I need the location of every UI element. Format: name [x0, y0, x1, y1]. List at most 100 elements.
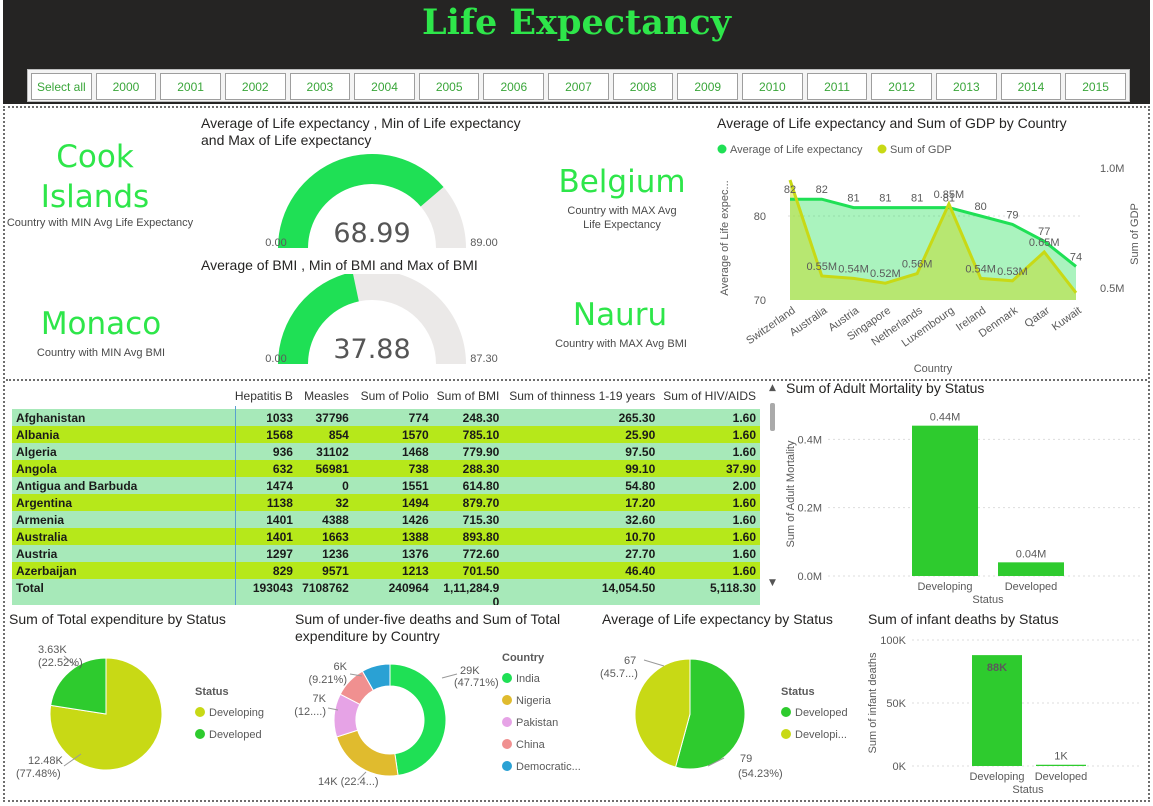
- slicer-2012[interactable]: 2012: [871, 73, 932, 100]
- exp-legend-item-developed[interactable]: Developed: [209, 729, 262, 741]
- table-row[interactable]: Albania 1568 854 1570 785.10 25.90 1.60: [12, 426, 760, 443]
- gauge-bmi: 37.88 0.00 87.30: [265, 274, 498, 365]
- scroll-down-icon[interactable]: ▼: [769, 578, 776, 588]
- table-row[interactable]: Algeria 936 31102 1468 779.90 97.50 1.60: [12, 443, 760, 460]
- slicer-2004[interactable]: 2004: [354, 73, 415, 100]
- scroll-thumb[interactable]: [770, 403, 775, 431]
- scroll-up-icon[interactable]: ▲: [769, 383, 776, 393]
- matrix-header-country[interactable]: [12, 383, 231, 409]
- donut-pct-india: (47.71%): [454, 677, 499, 689]
- lifepie-legend-title: Status: [781, 686, 815, 698]
- infant-bar-developed[interactable]: [1036, 764, 1086, 766]
- mortality-y-tick: 0.2M: [798, 503, 822, 515]
- gdp-point-label: 0.56M: [902, 259, 933, 271]
- table-row[interactable]: Afghanistan 1033 37796 774 248.30 265.30 1.60: [12, 409, 760, 426]
- life-point-label: 81: [879, 193, 891, 205]
- table-cell: 54.80: [625, 478, 656, 493]
- total-cell: 240964: [388, 581, 429, 595]
- donut-slice-4[interactable]: [361, 663, 391, 692]
- lifepie-legend-item-developed[interactable]: Developed: [795, 707, 848, 719]
- card-max-life-value: Belgium: [558, 164, 686, 200]
- slicer-2013[interactable]: 2013: [935, 73, 997, 100]
- table-cell: 31102: [316, 444, 349, 459]
- donut-leader: [357, 771, 367, 781]
- lifepie-slice-0[interactable]: [674, 658, 746, 770]
- y2-axis-label: Sum of GDP: [1129, 203, 1141, 265]
- donut-label-india: 29K: [460, 665, 480, 677]
- slicer-2009[interactable]: 2009: [677, 73, 739, 100]
- matrix-container: Hepatitis B Measles Sum of Polio Sum of BMI…: [12, 383, 764, 605]
- gauge-life-title: Average of Life expectancy , Min of Life…: [201, 115, 521, 149]
- table-row[interactable]: Angola 632 56981 738 288.30 99.10 37.90: [12, 460, 760, 477]
- slicer-2010[interactable]: 2010: [742, 73, 803, 100]
- table-row[interactable]: Azerbaijan 829 9571 1213 701.50 46.40 1.60: [12, 562, 760, 579]
- mortality-bar-developing[interactable]: [912, 425, 978, 576]
- donut-legend-item-china[interactable]: China: [516, 739, 546, 751]
- slicer-2007[interactable]: 2007: [548, 73, 609, 100]
- matrix-header-measles[interactable]: Measles: [304, 389, 349, 403]
- donut-legend-dot: [502, 717, 512, 727]
- slicer-2006[interactable]: 2006: [483, 73, 545, 100]
- table-cell: 1426: [401, 512, 429, 527]
- donut-slice-0[interactable]: [389, 663, 447, 776]
- gauge-life-title-2: and Max of Life expectancy: [201, 132, 372, 148]
- y2-tick: 0.5M: [1100, 283, 1124, 295]
- table-cell: 1297: [266, 546, 293, 561]
- matrix-header-sum-of-bmi[interactable]: Sum of BMI: [436, 389, 500, 403]
- table-cell: 1663: [322, 529, 349, 544]
- table-cell: 1.60: [732, 444, 756, 459]
- mortality-bar-developed[interactable]: [998, 562, 1064, 576]
- donut-legend-dot: [502, 739, 512, 749]
- table-cell: Afghanistan: [16, 410, 86, 425]
- table-row[interactable]: Argentina 1138 32 1494 879.70 17.20 1.60: [12, 494, 760, 511]
- x-tick-qatar: Qatar: [1023, 304, 1053, 330]
- life-line: [790, 197, 1077, 268]
- donut-legend-item-nigeria[interactable]: Nigeria: [516, 695, 552, 707]
- life-gdp-chart: Average of Life expectancy Sum of GDP 70 80…: [717, 144, 1141, 375]
- expenditure-pie-chart: 3.63K(22.52%) 12.48K(77.48%) Status Develop…: [16, 644, 264, 780]
- donut-legend-item-democratic[interactable]: Democratic...: [516, 761, 581, 773]
- slicer-2001[interactable]: 2001: [160, 73, 221, 100]
- matrix-column-divider: [235, 406, 236, 605]
- infant-x-label: Status: [1012, 784, 1044, 796]
- slicer-2011[interactable]: 2011: [806, 73, 868, 100]
- exp-legend-item-developing[interactable]: Developing: [209, 707, 264, 719]
- table-cell: 97.50: [625, 444, 656, 459]
- exp-slice-1[interactable]: [50, 657, 107, 715]
- adult-mortality-title: Sum of Adult Mortality by Status: [786, 380, 985, 396]
- matrix-header-sum-of-thinness-1-19-years[interactable]: Sum of thinness 1-19 years: [509, 389, 656, 403]
- donut-legend-item-pakistan[interactable]: Pakistan: [516, 717, 558, 729]
- matrix-header-sum-of-polio[interactable]: Sum of Polio: [360, 389, 429, 403]
- lifepie-slice-1[interactable]: [634, 658, 691, 768]
- slicer-2005[interactable]: 2005: [418, 73, 480, 100]
- slicer-2015[interactable]: 2015: [1065, 73, 1126, 100]
- lifepie-legend-item-developi[interactable]: Developi...: [795, 729, 847, 741]
- donut-legend-item-india[interactable]: India: [516, 673, 541, 685]
- mortality-y-tick: 0.0M: [798, 571, 822, 583]
- table-row[interactable]: Austria 1297 1236 1376 772.60 27.70 1.60: [12, 545, 760, 562]
- life-point-label: 77: [1038, 226, 1050, 238]
- table-row[interactable]: Armenia 1401 4388 1426 715.30 32.60 1.60: [12, 511, 760, 528]
- table-cell: 99.10: [625, 461, 656, 476]
- donut-slice-1[interactable]: [335, 729, 399, 777]
- table-cell: 1568: [266, 427, 293, 442]
- life-point-label: 82: [784, 184, 796, 196]
- table-row[interactable]: Antigua and Barbuda 1474 0 1551 614.80 54.80 2…: [12, 477, 760, 494]
- table-row[interactable]: Australia 1401 1663 1388 893.80 10.70 1.60: [12, 528, 760, 545]
- table-cell: 1494: [401, 495, 429, 510]
- infant-bar-developing[interactable]: [972, 655, 1022, 766]
- page-frame: [3, 106, 1150, 802]
- life-status-pie-chart: 67(45.7...) 79 (54.23%) Status Developed Deve…: [600, 655, 848, 780]
- matrix-header-sum-of-hiv-aids[interactable]: Sum of HIV/AIDS: [663, 389, 756, 403]
- matrix-header-hepatitis-b[interactable]: Hepatitis B: [234, 389, 293, 403]
- slicer-2002[interactable]: 2002: [224, 73, 286, 100]
- slicer-2000[interactable]: 2000: [95, 73, 157, 100]
- slicer-2003[interactable]: 2003: [289, 73, 351, 100]
- slicer-select-all[interactable]: Select all: [31, 73, 92, 100]
- slicer-2008[interactable]: 2008: [612, 73, 674, 100]
- card-min-life-line1: Cook: [56, 139, 134, 175]
- table-cell: 32.60: [625, 512, 656, 527]
- matrix-scrollbar[interactable]: ▲ ▼: [767, 383, 779, 595]
- slicer-2014[interactable]: 2014: [1000, 73, 1062, 100]
- gdp-point-label: 0.85M: [934, 189, 965, 201]
